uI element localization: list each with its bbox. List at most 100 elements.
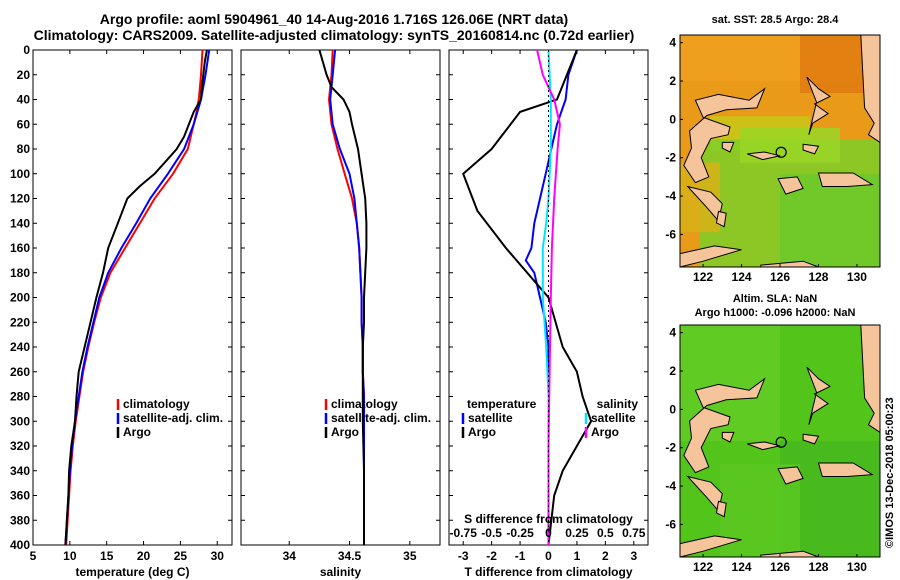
sst-land	[683, 87, 766, 184]
sla-ytick-label: 2	[669, 364, 676, 378]
difference-legend-right-label: Argo	[591, 425, 619, 439]
sla-map-panel: Altim. SLA: NaN Argo h1000: -0.096 h2000:…	[665, 293, 881, 574]
difference-legend-left-label: Argo	[468, 425, 496, 439]
sla-ytick-label: -4	[665, 479, 676, 493]
depth-tick-label: 320	[10, 439, 30, 453]
sst-land	[721, 141, 735, 153]
sla-ytick-label: 4	[669, 326, 676, 340]
watermark-text: ©IMOS 13-Dec-2018 05:00:23	[884, 397, 896, 548]
temperature-legend-label: satellite-adj. clim.	[123, 411, 223, 425]
depth-tick-label: 280	[10, 390, 30, 404]
sla-land	[747, 441, 781, 451]
depth-tick-label: 0	[23, 43, 30, 57]
difference-s-tick-label: -0.25	[506, 526, 534, 540]
sst-ytick-label: 4	[669, 36, 676, 50]
sla-xtick-label: 126	[770, 560, 790, 574]
sla-land	[721, 431, 735, 443]
temperature-xtick-label: 25	[174, 549, 188, 563]
salinity-legend-label: Argo	[331, 425, 359, 439]
depth-tick-label: 20	[17, 68, 31, 82]
difference-xtick-label: -2	[486, 549, 497, 563]
sst-field-patch	[740, 127, 840, 163]
difference-s-tick-label: 0	[545, 526, 552, 540]
sst-ytick-label: -2	[665, 151, 676, 165]
difference-legend-right-title: salinity	[597, 397, 639, 411]
depth-tick-label: 180	[10, 266, 30, 280]
difference-s-tick-label: 0.5	[597, 526, 614, 540]
depth-tick-label: 300	[10, 414, 30, 428]
salinity-xtick-label: 35	[403, 549, 417, 563]
difference-legend-left-label: satellite	[468, 411, 513, 425]
difference-xlabel: T difference from climatology	[464, 565, 632, 579]
depth-tick-label: 120	[10, 192, 30, 206]
sst-xtick-label: 124	[732, 270, 752, 284]
difference-xtick-label: 0	[545, 549, 552, 563]
sla-land	[777, 466, 804, 485]
temperature-xlabel: temperature (deg C)	[75, 565, 189, 579]
depth-tick-label: 100	[10, 167, 30, 181]
depth-tick-label: 380	[10, 513, 30, 527]
sla-land	[683, 377, 766, 474]
salinity-xtick-label: 34.5	[338, 549, 362, 563]
sst-land	[802, 143, 820, 155]
sst-map-panel: sat. SST: 28.5 Argo: 28.4 122 124 126 128 130…	[665, 14, 881, 284]
temperature-xtick-label: 5	[30, 549, 37, 563]
difference-xtick-label: -3	[458, 549, 469, 563]
difference-s-tick-label: -0.5	[481, 526, 502, 540]
difference-s-tick-label: -0.75	[450, 526, 478, 540]
sla-argo-position-marker	[775, 436, 787, 448]
depth-tick-label: 80	[17, 142, 31, 156]
temperature-xtick-label: 20	[137, 549, 151, 563]
salinity-xtick-label: 34	[283, 549, 297, 563]
difference-xtick-label: 2	[602, 549, 609, 563]
sst-land	[806, 76, 831, 135]
sst-map-title: sat. SST: 28.5 Argo: 28.4	[712, 14, 840, 26]
sla-xtick-label: 124	[732, 560, 752, 574]
depth-tick-label: 260	[10, 365, 30, 379]
sla-map-title-line1: Altim. SLA: NaN	[733, 293, 817, 305]
difference-line-t-argo	[462, 49, 593, 546]
depth-tick-label: 40	[17, 93, 31, 107]
difference-xtick-label: 3	[630, 549, 637, 563]
sst-argo-position-marker	[775, 146, 787, 158]
sla-land	[715, 500, 727, 518]
sst-land	[777, 176, 804, 195]
salinity-legend-label: satellite-adj. clim.	[331, 411, 431, 425]
temperature-legend-label: Argo	[123, 425, 151, 439]
sst-ytick-label: 0	[669, 112, 676, 126]
sst-xtick-label: 122	[693, 270, 713, 284]
temperature-xtick-label: 15	[100, 549, 114, 563]
salinity-legend-label: climatology	[331, 397, 398, 411]
salinity-line-satellite-adj-clim-	[329, 49, 365, 545]
difference-legend-left-title: temperature	[467, 397, 537, 411]
depth-tick-label: 240	[10, 340, 30, 354]
depth-tick-label: 200	[10, 291, 30, 305]
depth-tick-label: 220	[10, 315, 30, 329]
salinity-line-argo	[318, 49, 368, 545]
sst-xtick-label: 126	[770, 270, 790, 284]
depth-tick-label: 60	[17, 117, 31, 131]
difference-xtick-label: -1	[515, 549, 526, 563]
depth-tick-label: 340	[10, 464, 30, 478]
sla-land	[806, 366, 831, 425]
difference-s-tick-label: 0.25	[565, 526, 589, 540]
temperature-xtick-label: 30	[211, 549, 225, 563]
temperature-plot-frame	[32, 49, 233, 546]
sst-land	[715, 210, 727, 228]
difference-line-s-argo	[536, 49, 561, 545]
sla-map-title-line2: Argo h1000: -0.096 h2000: NaN	[695, 307, 856, 319]
difference-legend-right-label: satellite	[591, 411, 636, 425]
temperature-xtick-label: 10	[63, 549, 77, 563]
salinity-xlabel: salinity	[320, 565, 362, 579]
sst-land	[817, 172, 874, 187]
difference-s-label: S difference from climatology	[464, 512, 633, 526]
figure-title-line2: Climatology: CARS2009. Satellite-adjuste…	[33, 27, 635, 43]
sst-xtick-label: 128	[808, 270, 828, 284]
depth-tick-label: 160	[10, 241, 30, 255]
difference-xtick-label: 1	[574, 549, 581, 563]
sla-land	[817, 462, 874, 477]
salinity-panel: 34 34.5 35 salinity climatologysatellite-adj…	[240, 49, 441, 579]
temperature-legend-label: climatology	[123, 397, 190, 411]
sst-ytick-label: -4	[665, 189, 676, 203]
